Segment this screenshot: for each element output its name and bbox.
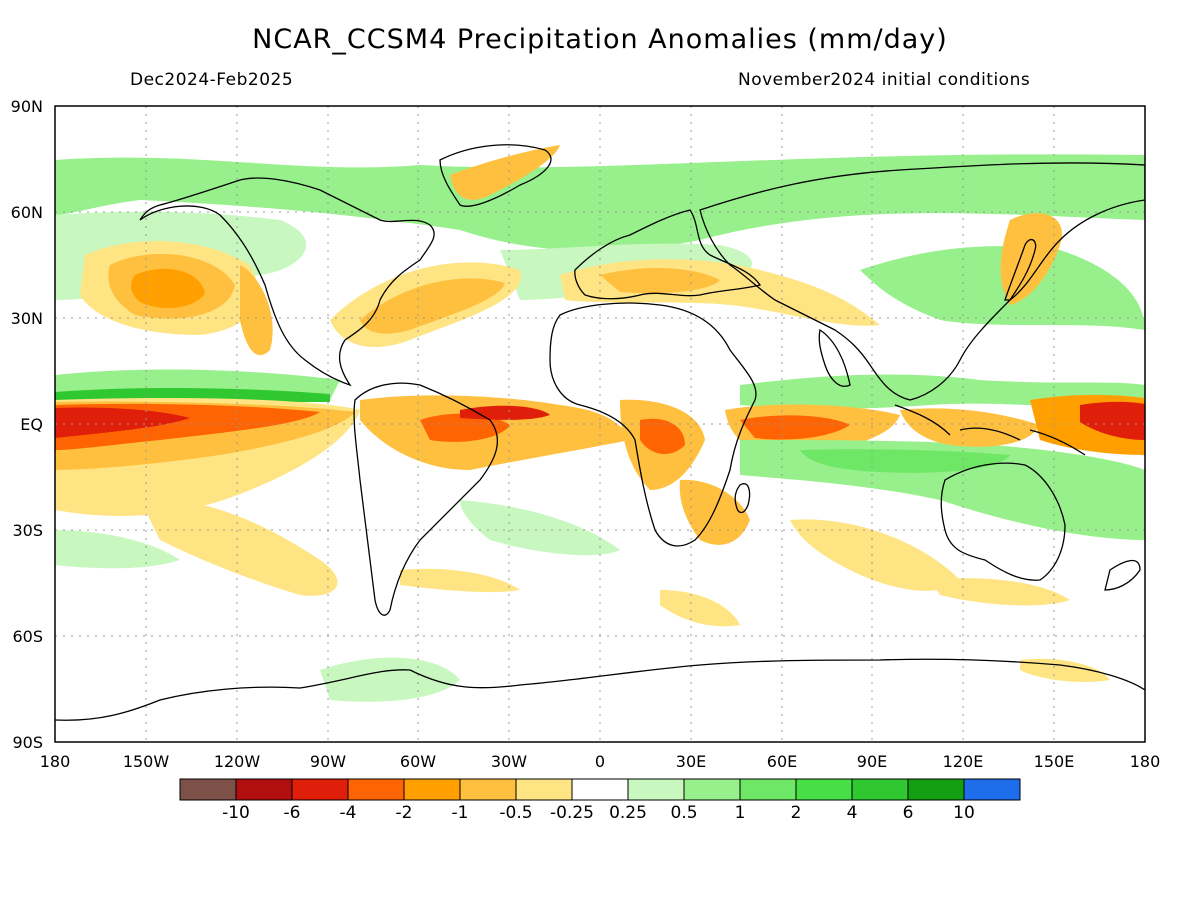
colorbar-swatch: [683, 778, 741, 801]
dry-region: [600, 268, 720, 294]
dry-region: [420, 413, 510, 442]
colorbar-swatch: [179, 778, 237, 801]
africa-coast: [549, 302, 757, 547]
green-region: [320, 657, 460, 702]
colorbar-label: -1: [452, 803, 469, 823]
anomaly-field: [55, 145, 1145, 702]
lon-label: 60E: [767, 752, 797, 771]
lat-label: EQ: [20, 415, 43, 434]
green-region: [55, 530, 180, 569]
dry-region: [560, 259, 880, 326]
colorbar-swatch: [459, 778, 517, 801]
lon-label: 30W: [491, 752, 527, 771]
lon-label: 180: [1130, 752, 1161, 771]
dry-region: [1020, 658, 1110, 682]
dry-region: [740, 415, 850, 440]
lon-label: 90E: [857, 752, 887, 771]
dry-region: [140, 499, 338, 596]
longitude-labels: 180 150W 120W 90W 60W 30W 0 30E 60E 90E …: [40, 752, 1161, 771]
dry-region: [400, 568, 520, 593]
lat-label: 90N: [11, 97, 43, 116]
green-region: [860, 246, 1145, 330]
dry-region: [660, 590, 740, 627]
lon-label: 60W: [400, 752, 436, 771]
dry-region: [131, 268, 205, 309]
colorbar-swatch: [403, 778, 461, 801]
greenland-coast: [439, 144, 552, 207]
lat-label: 30S: [12, 521, 43, 540]
colorbar-label: 6: [903, 803, 914, 823]
madagascar-coast: [734, 483, 751, 514]
dry-region: [55, 407, 190, 438]
colorbar-label: -0.25: [550, 803, 594, 823]
australia-coast: [940, 462, 1066, 581]
colorbar-label: 1: [735, 803, 746, 823]
lat-label: 90S: [12, 733, 43, 752]
colorbar-label: 0.25: [609, 803, 647, 823]
colorbar-label: 0.5: [670, 803, 697, 823]
lon-label: 150W: [123, 752, 170, 771]
latitude-labels: 90N 60N 30N EQ 30S 60S 90S: [11, 97, 43, 752]
coastlines: [55, 144, 1145, 721]
colorbar-label: -4: [340, 803, 357, 823]
lat-label: 60N: [11, 203, 43, 222]
lon-label: 120E: [943, 752, 984, 771]
north-america-coast: [139, 177, 435, 387]
colorbar-swatch: [515, 778, 573, 801]
dry-region: [679, 479, 750, 545]
maritime-continent-coast: [894, 404, 1086, 456]
colorbar-label: 2: [791, 803, 802, 823]
lon-label: 90W: [310, 752, 346, 771]
colorbar-swatch: [347, 778, 405, 801]
colorbar-swatch: [907, 778, 965, 801]
colorbar-swatch: [795, 778, 853, 801]
colorbar-swatch: [739, 778, 797, 801]
green-region: [460, 500, 620, 556]
lon-label: 150E: [1034, 752, 1075, 771]
lon-label: 30E: [676, 752, 706, 771]
dry-region: [900, 408, 1040, 447]
lon-label: 180: [40, 752, 71, 771]
india-coast: [818, 328, 851, 387]
colorbar: [179, 778, 1021, 801]
map-frame: [54, 105, 1146, 743]
colorbar-swatch: [627, 778, 685, 801]
dry-region: [240, 265, 273, 356]
dry-region: [790, 519, 960, 591]
dry-region: [360, 278, 505, 334]
dry-region: [450, 145, 560, 200]
dry-region: [460, 405, 550, 420]
europe-coast: [574, 209, 762, 300]
colorbar-label: -2: [396, 803, 413, 823]
lat-label: 60S: [12, 627, 43, 646]
colorbar-swatch: [963, 778, 1021, 801]
colorbar-label: 4: [847, 803, 858, 823]
colorbar-swatch: [571, 778, 629, 801]
lat-label: 30N: [11, 309, 43, 328]
colorbar-label: 10: [953, 803, 975, 823]
colorbar-swatch: [235, 778, 293, 801]
asia-coast: [699, 162, 1145, 401]
antarctica-coast: [55, 658, 1145, 721]
colorbar-label: -10: [222, 803, 250, 823]
dry-region: [640, 418, 685, 455]
colorbar-swatch: [291, 778, 349, 801]
new-zealand-coast: [1104, 559, 1141, 591]
japan-coast: [1004, 238, 1037, 301]
colorbar-label: -6: [284, 803, 301, 823]
colorbar-labels: -10 -6 -4 -2 -1 -0.5 -0.25 0.25 0.5 1 2 …: [222, 803, 975, 823]
south-america-coast: [353, 382, 499, 616]
dry-region: [1080, 401, 1145, 440]
colorbar-label: -0.5: [499, 803, 532, 823]
dry-region: [930, 578, 1070, 606]
initial-conditions: November2024 initial conditions: [738, 70, 1031, 90]
map-title: NCAR_CCSM4 Precipitation Anomalies (mm/d…: [252, 24, 948, 55]
lon-label: 120W: [214, 752, 261, 771]
colorbar-swatch: [851, 778, 909, 801]
green-region: [800, 449, 1010, 473]
dry-region: [1000, 213, 1062, 305]
lon-label: 0: [595, 752, 605, 771]
forecast-period: Dec2024-Feb2025: [130, 70, 294, 90]
